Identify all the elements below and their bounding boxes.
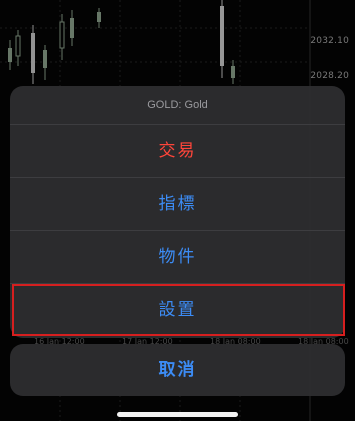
price-label-top: 2032.10 (310, 36, 349, 46)
home-indicator[interactable] (117, 412, 238, 417)
action-sheet: GOLD: Gold 交易 指標 物件 設置 (10, 86, 345, 338)
time-label: 17 Jan 12:00 (122, 337, 173, 346)
objects-option[interactable]: 物件 (10, 231, 345, 284)
time-label: 16 Jan 12:00 (34, 337, 85, 346)
time-axis: 16 Jan 12:00 17 Jan 12:00 18 Jan 08:00 1… (0, 336, 355, 348)
trade-option[interactable]: 交易 (10, 125, 345, 178)
time-label: 18 Jan 08:00 (210, 337, 261, 346)
candles (8, 0, 235, 84)
settings-option[interactable]: 設置 (158, 300, 197, 320)
cancel-button[interactable]: 取消 (10, 344, 345, 396)
time-label: 18 Jan 08:00 (298, 337, 349, 346)
indicators-option[interactable]: 指標 (10, 178, 345, 231)
action-sheet-title: GOLD: Gold (10, 86, 345, 125)
price-label-second: 2028.20 (310, 71, 349, 81)
